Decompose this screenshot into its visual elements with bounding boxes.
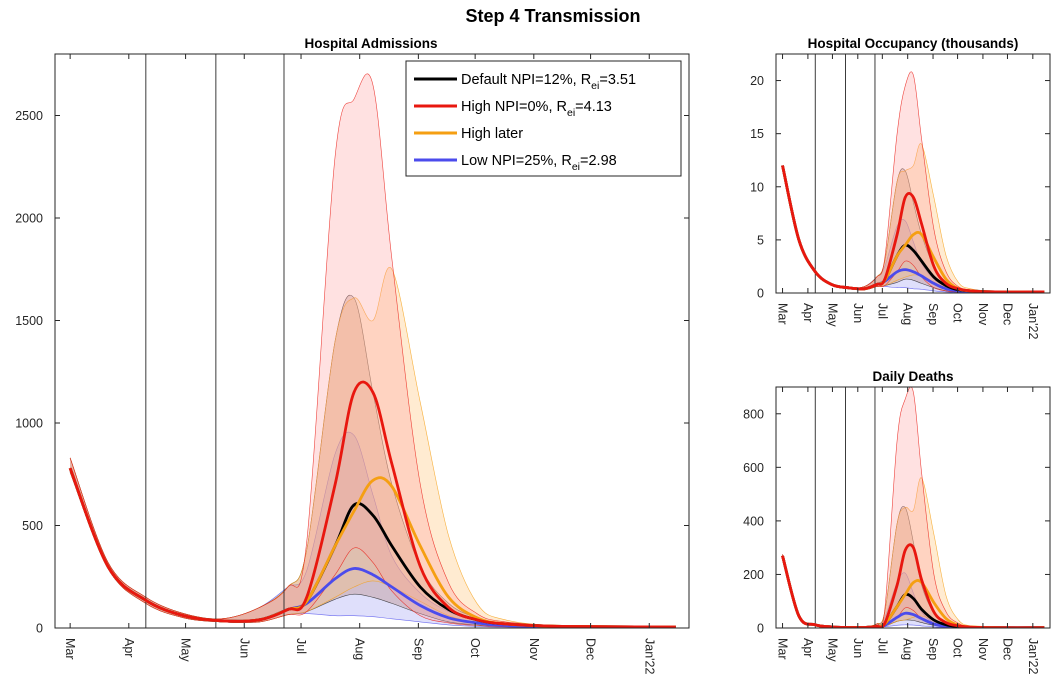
occupancy-axes-frame (775, 53, 1051, 294)
occupancy-panel: Hospital Occupancy (thousands) 0 5 10 15 20 M… (750, 36, 1051, 339)
occupancy-ytick-label: 15 (750, 127, 764, 141)
occupancy-xtick-label: Nov (976, 303, 990, 326)
deaths-title: Daily Deaths (872, 369, 953, 384)
deaths-xtick-label: Jul (875, 638, 889, 654)
admissions-band-upper-high (69, 73, 676, 628)
legend-label-low: Low NPI=25%, Rei=2.98 (461, 153, 617, 173)
deaths-xtick-label: Jun (851, 638, 865, 658)
occupancy-xtick-label: Jul (875, 303, 889, 319)
admissions-axes-frame (54, 53, 690, 629)
admissions-ytick-label: 0 (36, 622, 43, 636)
occupancy-title: Hospital Occupancy (thousands) (808, 36, 1019, 51)
figure-title: Step 4 Transmission (465, 6, 640, 26)
admissions-band-low (70, 432, 676, 628)
occupancy-xtick-label: Oct (951, 303, 965, 323)
admissions-xtick-label: Nov (527, 638, 541, 661)
deaths-band-high-later (782, 477, 1045, 628)
deaths-ytick-label: 0 (757, 622, 764, 636)
admissions-band-lower-high (69, 472, 676, 628)
deaths-band-high (782, 387, 1045, 628)
deaths-axes-frame (775, 386, 1051, 629)
deaths-xtick-label: Nov (976, 638, 990, 661)
occupancy-xtick-label: Jun (851, 303, 865, 323)
deaths-band-low (782, 554, 1045, 628)
admissions-xtick-label: Mar (63, 638, 77, 660)
deaths-panel: Daily Deaths 0 200 400 600 800 Mar Apr May Jun Ju… (743, 369, 1051, 674)
occupancy-ytick-label: 0 (757, 287, 764, 301)
occupancy-ytick-label: 10 (750, 180, 764, 194)
admissions-panel: Hospital Admissions 0 500 1000 1500 2000 2500… (15, 36, 690, 674)
occupancy-xtick-label: Dec (1000, 303, 1014, 325)
admissions-xtick-label: Aug (353, 638, 367, 660)
occupancy-xtick-label: Jan'22 (1026, 303, 1040, 339)
admissions-ytick-label: 2500 (15, 109, 43, 123)
occupancy-xtick-label: Mar (776, 303, 790, 325)
occupancy-band-default (782, 165, 1045, 293)
occupancy-xtick-label: May (825, 303, 839, 327)
legend-entry-high: High NPI=0%, Rei=4.13 (414, 99, 612, 119)
deaths-line-high (781, 543, 1045, 628)
deaths-ytick-label: 600 (743, 461, 764, 475)
legend-label-high: High NPI=0%, Rei=4.13 (461, 99, 612, 119)
admissions-xtick-label: Apr (122, 638, 136, 657)
occupancy-band-low (782, 165, 1045, 293)
occupancy-plot-area (781, 54, 1045, 293)
admissions-xtick-label: Sep (411, 638, 425, 660)
admissions-title: Hospital Admissions (304, 36, 437, 51)
deaths-band-default (782, 506, 1045, 628)
legend-entry-default: Default NPI=12%, Rei=3.51 (414, 72, 636, 92)
admissions-band-high (70, 73, 676, 628)
occupancy-xtick-label: Sep (926, 303, 940, 325)
deaths-xtick-label: May (825, 638, 839, 662)
deaths-xtick-label: Apr (801, 638, 815, 657)
admissions-xtick-label: Jul (294, 638, 308, 654)
admissions-ytick-label: 2000 (15, 212, 43, 226)
admissions-ytick-label: 1500 (15, 314, 43, 328)
occupancy-band-high-later (782, 143, 1045, 293)
deaths-xtick-label: Jan'22 (1026, 638, 1040, 674)
legend-entry-low: Low NPI=25%, Rei=2.98 (414, 153, 617, 173)
occupancy-ytick-label: 5 (757, 233, 764, 247)
admissions-xtick-label: Dec (584, 638, 598, 660)
deaths-ytick-label: 800 (743, 407, 764, 421)
admissions-xtick-label: Jun (237, 638, 251, 658)
deaths-xtick-label: Dec (1000, 638, 1014, 660)
admissions-ytick-label: 1000 (15, 417, 43, 431)
legend-entry-high-later: High later (414, 126, 523, 142)
deaths-xtick-label: Aug (901, 638, 915, 660)
admissions-xtick-label: Oct (468, 638, 482, 658)
admissions-band-high-later (70, 267, 676, 628)
occupancy-band-high (782, 71, 1045, 293)
occupancy-line-high (781, 165, 1045, 293)
deaths-plot-area (781, 387, 1045, 628)
occupancy-xtick-label: Aug (901, 303, 915, 325)
occupancy-xtick-label: Apr (801, 303, 815, 322)
occupancy-ytick-label: 20 (750, 74, 764, 88)
legend: Default NPI=12%, Rei=3.51 High NPI=0%, R… (405, 60, 682, 177)
deaths-ytick-label: 400 (743, 514, 764, 528)
deaths-xtick-label: Oct (951, 638, 965, 658)
admissions-ytick-label: 500 (22, 519, 43, 533)
deaths-xtick-label: Mar (776, 638, 790, 660)
legend-label-default: Default NPI=12%, Rei=3.51 (461, 72, 636, 92)
admissions-plot-area (68, 54, 676, 628)
deaths-ytick-label: 200 (743, 568, 764, 582)
admissions-xtick-label: Jan'22 (642, 638, 656, 674)
admissions-xtick-label: May (179, 638, 193, 662)
admissions-band-default (70, 295, 676, 628)
legend-label-high-later: High later (461, 126, 523, 142)
deaths-xtick-label: Sep (926, 638, 940, 660)
admissions-line-high (68, 380, 676, 628)
